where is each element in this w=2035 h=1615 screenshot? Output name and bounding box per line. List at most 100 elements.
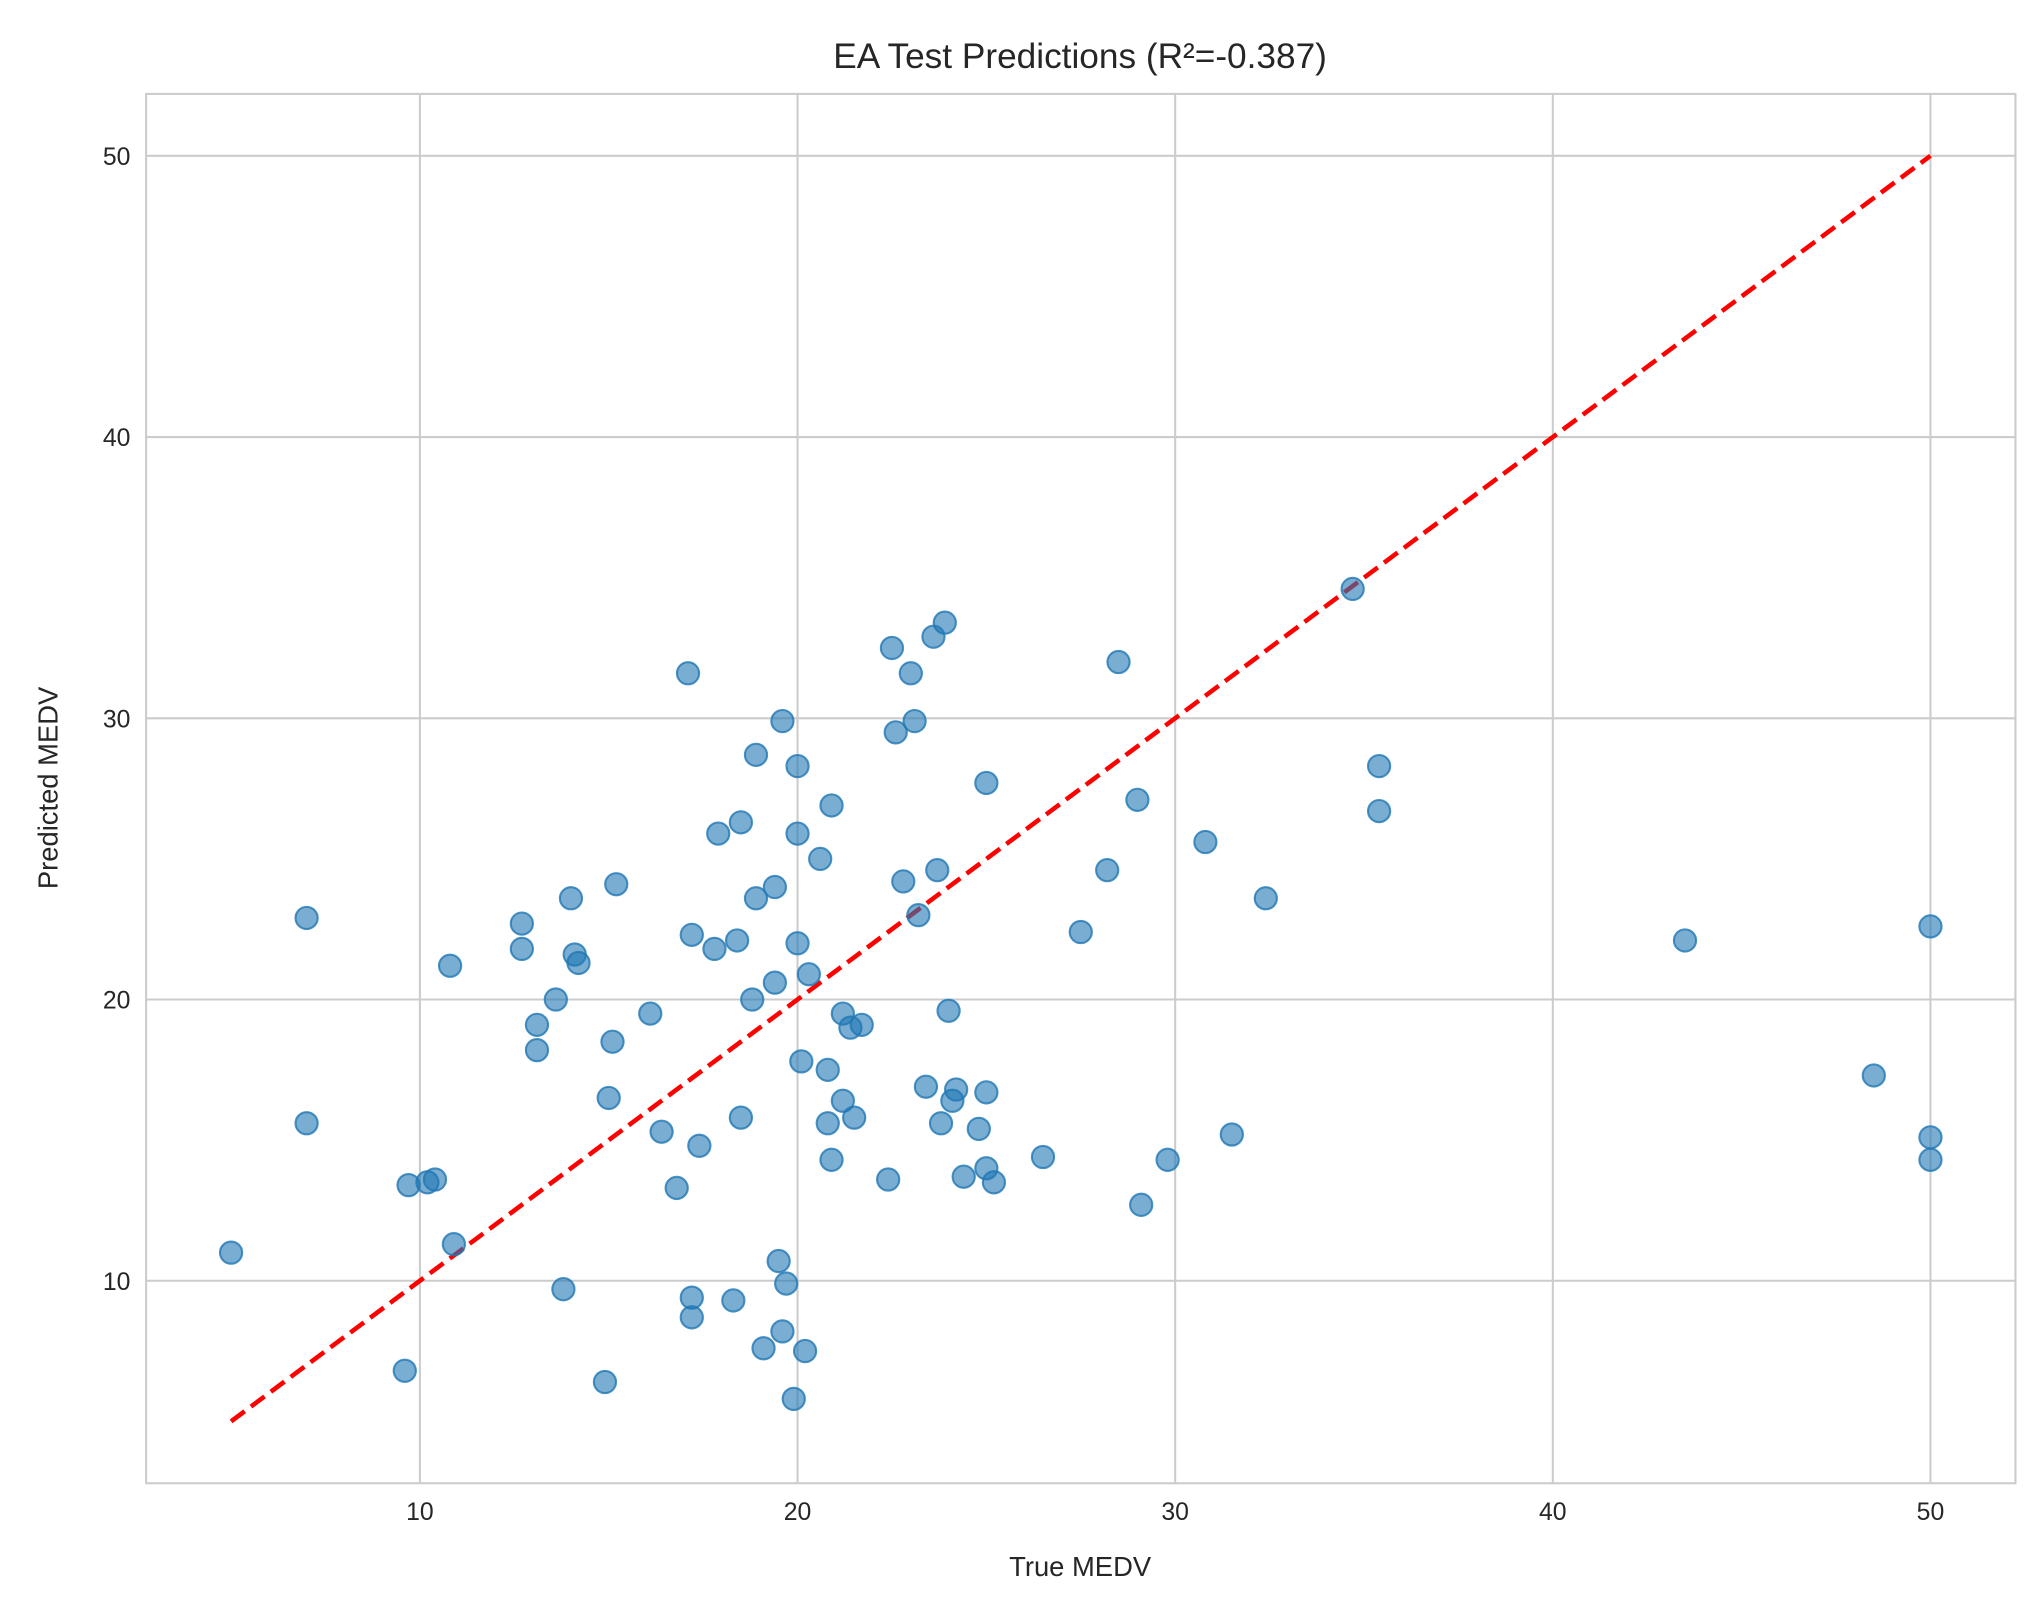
chart-title: EA Test Predictions (R²=-0.387) xyxy=(833,37,1327,76)
data-point xyxy=(902,708,927,734)
data-point xyxy=(974,1080,999,1105)
data-point xyxy=(679,922,704,947)
data-point xyxy=(1155,1147,1180,1172)
data-point xyxy=(1129,1192,1154,1217)
data-point xyxy=(751,1336,776,1361)
data-point xyxy=(679,1305,704,1330)
data-point xyxy=(819,793,844,818)
data-point xyxy=(604,872,629,897)
data-point xyxy=(966,1116,991,1142)
data-point xyxy=(509,911,534,936)
x-tick-label: 20 xyxy=(784,1499,812,1526)
y-tick-label: 50 xyxy=(103,144,131,171)
data-point xyxy=(218,1240,244,1265)
data-point xyxy=(951,1164,976,1189)
data-point xyxy=(792,1338,818,1364)
data-point xyxy=(1366,753,1392,779)
data-point xyxy=(815,1111,840,1136)
data-point xyxy=(808,846,833,872)
data-point xyxy=(649,1119,674,1144)
reference-line xyxy=(229,153,1932,1424)
data-point xyxy=(1366,798,1392,824)
data-point xyxy=(1068,919,1093,945)
data-point xyxy=(928,1111,954,1136)
data-point xyxy=(849,1012,874,1037)
data-point xyxy=(974,770,999,796)
y-tick-label: 10 xyxy=(103,1269,131,1296)
data-point xyxy=(906,903,931,928)
data-point xyxy=(842,1105,867,1130)
data-point xyxy=(770,1319,795,1344)
data-point xyxy=(936,998,961,1023)
grid xyxy=(146,93,2016,1484)
data-point xyxy=(766,1248,791,1274)
data-point xyxy=(638,1001,663,1026)
data-point xyxy=(796,962,821,987)
data-point xyxy=(913,1074,939,1099)
data-point xyxy=(543,987,568,1012)
data-point xyxy=(1219,1122,1244,1147)
data-point xyxy=(1095,858,1120,883)
data-point xyxy=(706,821,731,846)
data-point xyxy=(392,1358,417,1383)
data-point xyxy=(1030,1144,1056,1170)
data-point xyxy=(815,1057,840,1082)
x-tick-label: 40 xyxy=(1539,1499,1567,1526)
data-point xyxy=(883,720,908,745)
data-point xyxy=(762,970,788,995)
y-tick-label: 40 xyxy=(103,425,131,452)
data-point xyxy=(600,1029,625,1054)
x-tick-label: 30 xyxy=(1161,1499,1189,1526)
data-point xyxy=(1125,787,1150,812)
data-point xyxy=(422,1167,448,1192)
y-tick-label: 30 xyxy=(103,706,131,733)
data-point xyxy=(441,1232,467,1257)
plot-frame xyxy=(145,92,2017,1485)
data-point xyxy=(1861,1063,1886,1088)
data-point xyxy=(728,1105,754,1130)
data-point xyxy=(1672,928,1698,953)
data-point xyxy=(789,1049,814,1074)
data-point xyxy=(932,610,957,635)
data-point xyxy=(762,874,788,900)
data-point xyxy=(675,661,701,686)
data-point xyxy=(830,1088,855,1113)
data-point xyxy=(743,886,769,911)
data-point xyxy=(774,1271,799,1296)
data-point xyxy=(437,953,463,978)
y-tick-label: 20 xyxy=(103,988,131,1015)
data-point xyxy=(294,905,319,931)
data-point xyxy=(728,810,754,835)
data-point xyxy=(770,708,795,734)
data-point xyxy=(687,1133,712,1158)
data-point xyxy=(879,635,905,661)
data-point xyxy=(566,950,591,976)
points xyxy=(218,576,1943,1412)
data-point xyxy=(1918,1125,1943,1150)
data-point xyxy=(551,1277,576,1302)
data-point xyxy=(743,742,769,767)
data-point xyxy=(702,936,727,962)
data-point xyxy=(944,1077,969,1102)
data-point xyxy=(781,1386,806,1412)
data-point xyxy=(785,821,810,846)
data-point xyxy=(1253,886,1278,911)
data-point xyxy=(721,1288,746,1313)
data-point xyxy=(596,1085,621,1111)
data-point xyxy=(524,1012,550,1037)
data-point xyxy=(785,753,810,779)
x-tick-label: 10 xyxy=(406,1499,434,1526)
data-point xyxy=(1106,649,1131,675)
data-point xyxy=(294,1111,319,1136)
data-point xyxy=(558,886,584,911)
data-point xyxy=(925,858,950,883)
data-point xyxy=(1340,576,1365,602)
data-point xyxy=(1193,829,1218,855)
data-point xyxy=(1918,914,1943,939)
y-axis-label: Predicted MEDV xyxy=(32,686,63,889)
data-point xyxy=(592,1369,618,1395)
data-point xyxy=(819,1147,844,1172)
data-point xyxy=(891,869,916,894)
